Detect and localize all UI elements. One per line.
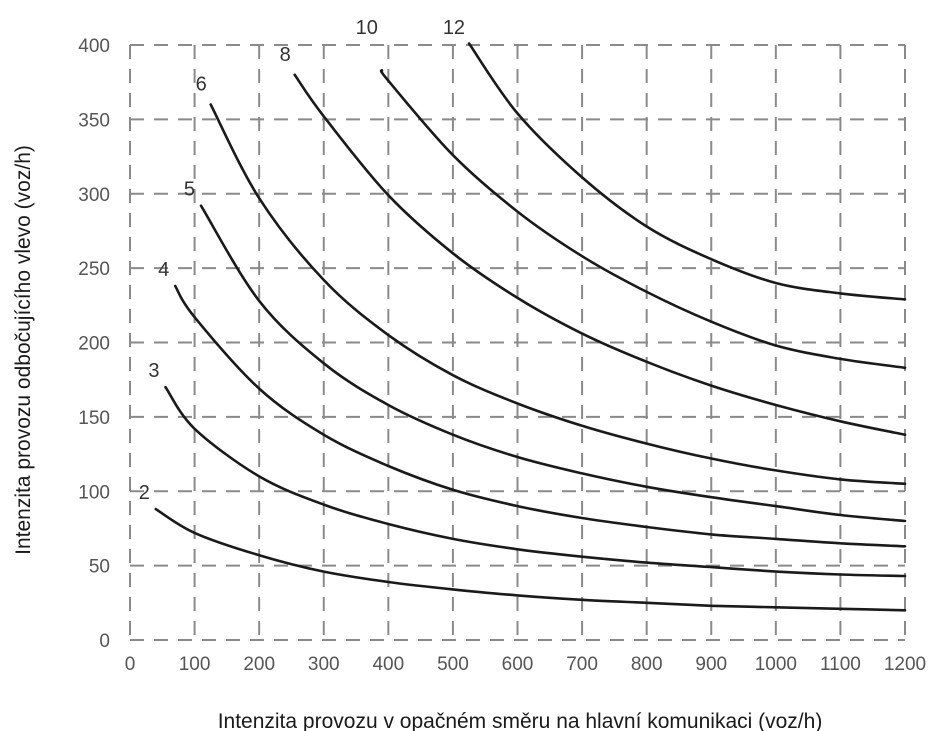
y-tick-label: 150 — [78, 408, 110, 429]
series-line-4 — [173, 284, 907, 548]
y-tick-label: 100 — [78, 482, 110, 503]
series-label-5: 5 — [184, 179, 195, 201]
x-tick-label: 0 — [125, 654, 136, 675]
y-axis-title: Intenzita provozu odbočujícího vlevo (vo… — [12, 145, 35, 555]
x-tick-labels: 0 100 200 300 400 500 600 700 800 900 1000 1100 1200 — [125, 654, 926, 675]
series-label-3: 3 — [148, 360, 159, 382]
curves — [154, 42, 907, 612]
x-tick-label: 1000 — [755, 654, 797, 675]
series-line-8 — [293, 73, 907, 436]
x-tick-label: 100 — [179, 654, 211, 675]
x-tick-label: 600 — [502, 654, 534, 675]
curve-labels: 2 3 4 5 6 8 10 12 — [139, 17, 465, 504]
series-line-12 — [467, 42, 907, 301]
y-tick-label: 200 — [78, 334, 110, 355]
series-line-3 — [164, 385, 907, 578]
series-label-6: 6 — [196, 74, 207, 96]
series-line-6 — [209, 103, 907, 486]
x-tick-label: 700 — [566, 654, 598, 675]
series-label-2: 2 — [139, 482, 150, 504]
x-tick-label: 200 — [243, 654, 275, 675]
y-tick-label: 0 — [99, 631, 110, 652]
x-tick-label: 500 — [437, 654, 469, 675]
x-tick-label: 300 — [308, 654, 340, 675]
series-label-12: 12 — [443, 17, 465, 39]
y-tick-label: 250 — [78, 259, 110, 280]
x-tick-label: 400 — [372, 654, 404, 675]
y-tick-labels: 0 50 100 150 200 250 300 350 400 — [78, 36, 110, 652]
y-tick-label: 300 — [78, 185, 110, 206]
series-label-10: 10 — [356, 17, 378, 39]
x-axis-title: Intenzita provozu v opačném směru na hla… — [218, 710, 823, 731]
y-tick-label: 400 — [78, 36, 110, 57]
x-tick-label: 800 — [631, 654, 663, 675]
series-label-8: 8 — [280, 44, 291, 66]
x-tick-label: 1200 — [884, 654, 926, 675]
y-tick-label: 50 — [89, 557, 110, 578]
series-line-2 — [154, 507, 907, 612]
grid — [129, 44, 906, 641]
x-tick-label: 900 — [695, 654, 727, 675]
series-label-4: 4 — [158, 259, 169, 281]
y-tick-label: 350 — [78, 110, 110, 131]
x-tick-label: 1100 — [820, 654, 861, 675]
series-line-10 — [379, 69, 907, 370]
series-line-5 — [199, 204, 907, 523]
